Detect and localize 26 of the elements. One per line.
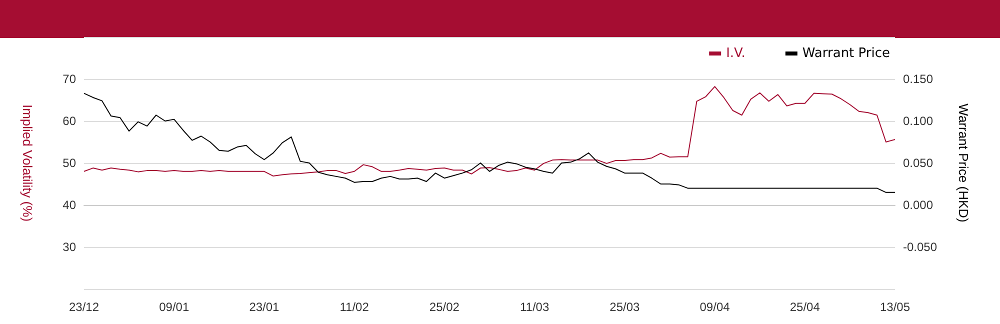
- x-tick-label: 23/12: [68, 300, 100, 314]
- y-tick-label: 70: [62, 72, 76, 86]
- line-series: [84, 86, 896, 177]
- y-tick-label: 50: [62, 156, 76, 170]
- y2-tick-label: 0.000: [903, 198, 934, 212]
- x-tick-label: 13/05: [880, 300, 910, 314]
- y-tick-label: 30: [62, 240, 76, 254]
- y2-tick-label: 0.150: [903, 72, 934, 86]
- y2-tick-label: -0.050: [903, 240, 938, 254]
- y-axis-title: Implied Volatility (%): [20, 104, 35, 222]
- x-tick-label: 09/01: [159, 300, 190, 314]
- y2-axis-title: Warrant Price (HKD): [956, 104, 971, 222]
- x-tick-label: 11/03: [520, 300, 550, 314]
- y-tick-label: 60: [62, 114, 76, 128]
- legend-label: Warrant Price: [802, 46, 890, 61]
- x-tick-label: 23/01: [249, 300, 280, 314]
- x-tick-label: 25/02: [429, 300, 460, 314]
- y2-tick-label: 0.100: [903, 114, 934, 128]
- legend-label: I.V.: [726, 46, 746, 61]
- x-tick-label: 25/04: [790, 300, 820, 314]
- x-tick-label: 11/02: [340, 300, 370, 314]
- y-tick-label: 40: [62, 198, 76, 212]
- x-tick-label: 25/03: [610, 300, 640, 314]
- x-tick-label: 09/04: [700, 300, 730, 314]
- line-series: [84, 92, 896, 193]
- y2-tick-label: 0.050: [903, 156, 934, 170]
